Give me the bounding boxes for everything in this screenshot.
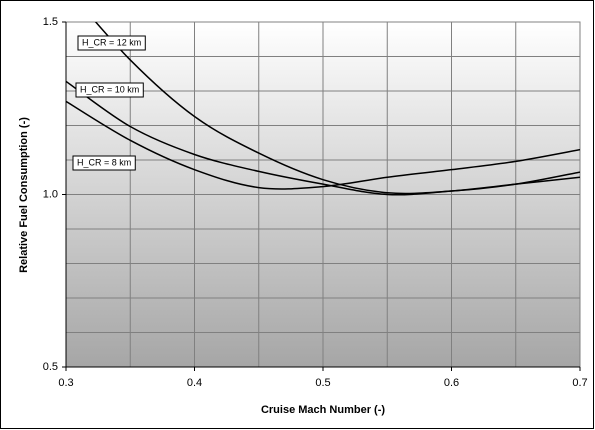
label-box: [77, 35, 146, 51]
series-label: H_CR = 8 km: [72, 155, 136, 171]
series-label: H_CR = 10 km: [75, 82, 144, 98]
series-label-text: H_CR = 12 km: [82, 37, 141, 47]
x-tick-label: 0.4: [187, 377, 202, 389]
x-tick-label: 0.5: [315, 377, 330, 389]
x-tick-label: 0.3: [58, 377, 73, 389]
y-tick-label: 1.0: [43, 188, 58, 200]
series-line: [66, 80, 580, 196]
x-axis-title: Cruise Mach Number (-): [261, 404, 385, 416]
label-box: [72, 155, 136, 171]
x-tick-label: 0.7: [572, 377, 587, 389]
y-axis-title: Relative Fuel Consumption (-): [18, 117, 30, 273]
y-tick-label: 0.5: [43, 361, 58, 373]
y-tick-label: 1.5: [43, 16, 58, 28]
series-label-text: H_CR = 10 km: [80, 84, 139, 94]
series-label: H_CR = 12 km: [77, 35, 146, 51]
x-tick-label: 0.6: [444, 377, 459, 389]
series-label-text: H_CR = 8 km: [77, 157, 131, 167]
series-line: [66, 100, 580, 190]
label-box: [75, 82, 144, 98]
